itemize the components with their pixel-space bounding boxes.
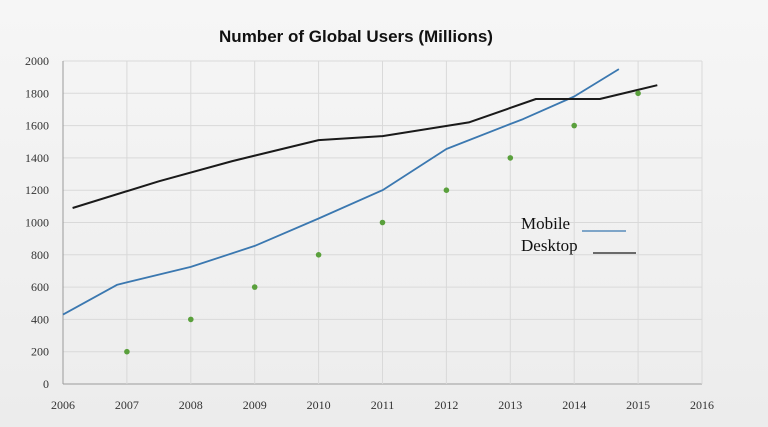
y-tick-label: 1600 — [25, 119, 49, 133]
point-marker — [124, 348, 130, 355]
x-tick-label: 2009 — [243, 398, 267, 412]
point-marker — [443, 187, 450, 193]
y-tick-label: 600 — [31, 280, 49, 294]
series-line-mobile — [62, 68, 620, 316]
axes: 0 200 400 600 800 1000 1200 1400 1600 1800 2000 200… — [25, 54, 714, 412]
y-tick-label: 200 — [31, 345, 49, 359]
point-marker — [188, 316, 194, 323]
y-tick-label: 400 — [31, 312, 49, 326]
legend-label-desktop: Desktop — [521, 236, 578, 255]
point-marker — [635, 90, 641, 97]
x-tick-label: 2010 — [307, 398, 331, 412]
y-tick-label: 1000 — [25, 216, 49, 230]
y-tick-label: 0 — [43, 377, 49, 391]
x-tick-label: 2006 — [51, 398, 75, 412]
x-tick-label: 2016 — [690, 398, 714, 412]
y-tick-label: 1800 — [25, 86, 49, 100]
x-tick-label: 2011 — [371, 398, 395, 412]
point-marker — [251, 284, 258, 290]
y-tick-label: 1200 — [25, 183, 49, 197]
x-tick-label: 2008 — [179, 398, 203, 412]
point-marker — [571, 122, 577, 129]
series-line-desktop — [72, 84, 658, 209]
y-tick-label: 1400 — [25, 151, 49, 165]
y-tick-label: 800 — [31, 248, 49, 262]
chart-title: Number of Global Users (Millions) — [219, 27, 493, 46]
y-tick-label: 2000 — [25, 54, 49, 68]
x-tick-label: 2007 — [115, 398, 139, 412]
legend: Mobile Desktop — [521, 214, 636, 255]
x-tick-label: 2013 — [498, 398, 522, 412]
point-marker — [315, 252, 322, 258]
x-tick-label: 2015 — [626, 398, 650, 412]
legend-label-mobile: Mobile — [521, 214, 570, 233]
x-tick-label: 2012 — [434, 398, 458, 412]
series — [62, 68, 658, 355]
point-marker — [507, 155, 514, 161]
point-marker — [379, 219, 386, 226]
x-tick-label: 2014 — [562, 398, 586, 412]
